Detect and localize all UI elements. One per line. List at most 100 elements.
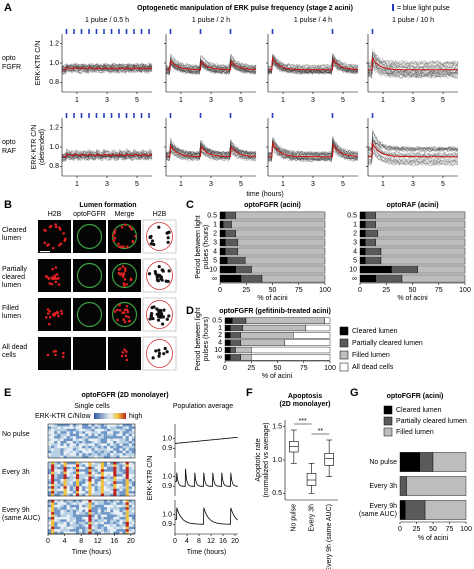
nucleus-mask <box>160 268 165 272</box>
y-axis-label: (detrended) <box>39 129 46 165</box>
heatmap-cell <box>128 493 133 497</box>
y-tick-label: 1 <box>218 325 222 332</box>
heatmap-cell <box>69 493 74 497</box>
y-tick-label: 0.8 <box>49 79 59 86</box>
heatmap-cell <box>72 526 77 530</box>
row-label: lumen <box>2 235 21 242</box>
heatmap-cell <box>88 486 92 489</box>
heatmap-cell <box>85 455 89 459</box>
heatmap-cell <box>119 448 123 451</box>
heatmap-cell <box>103 438 108 442</box>
light-pulse <box>65 29 68 34</box>
segmentation-outline <box>146 261 173 290</box>
heatmap-cell <box>116 517 120 520</box>
nucleus <box>123 311 126 314</box>
scale-label: ERK-KTR C/N <box>35 413 80 420</box>
bar-segment <box>219 256 228 265</box>
heatmap-cell <box>51 455 55 459</box>
heatmap-cell <box>79 502 83 506</box>
heatmap-cell <box>125 469 129 472</box>
heatmap-cell <box>48 426 52 430</box>
light-pulse <box>80 29 83 34</box>
heatmap-cell <box>110 445 114 449</box>
heatmap-cell <box>54 526 58 530</box>
mean-trace <box>62 153 153 158</box>
heatmap-cell <box>103 517 108 520</box>
cell-trace <box>267 138 359 156</box>
heatmap-cell <box>113 471 117 475</box>
heatmap-cell <box>60 512 64 515</box>
heatmap-cell <box>107 486 111 489</box>
heatmap-cell <box>69 448 74 451</box>
heatmap-cell <box>97 524 102 527</box>
heatmap-cell <box>57 428 61 432</box>
heatmap-cell <box>97 491 102 494</box>
heatmap-cell <box>131 438 136 442</box>
bar-segment <box>432 452 467 472</box>
heatmap-cell <box>119 479 123 482</box>
heatmap-cell <box>51 471 55 475</box>
nucleus <box>113 231 117 235</box>
nucleus-mask <box>166 240 170 244</box>
heatmap-cell <box>82 488 86 492</box>
nucleus <box>124 314 128 318</box>
chart-title: optoFGFR (gefitinib-treated acini) <box>219 308 331 315</box>
light-pulse <box>199 113 202 118</box>
light-pulse <box>331 113 334 118</box>
y-tick-label: 4 <box>353 248 357 255</box>
heatmap-cell <box>107 455 111 459</box>
nucleus-mask <box>152 242 156 247</box>
bar-segment <box>224 346 231 354</box>
nucleus <box>44 229 47 232</box>
heatmap-cell <box>119 424 123 427</box>
heatmap-cell <box>107 464 111 468</box>
heatmap-cell <box>110 438 114 442</box>
cell-trace <box>61 62 153 69</box>
heatmap-cell <box>72 483 77 487</box>
nucleus <box>52 246 55 250</box>
heatmap-cell <box>97 502 102 506</box>
heatmap-cell <box>48 469 52 472</box>
y-tick-label: ∞ <box>352 275 357 282</box>
micrograph <box>73 337 106 370</box>
bar-segment <box>224 324 231 332</box>
bar-segment <box>251 346 331 354</box>
heatmap-cell <box>125 424 129 427</box>
heatmap-cell <box>63 507 67 510</box>
heatmap-cell <box>82 517 86 520</box>
heatmap-cell <box>72 445 77 449</box>
heatmap-cell <box>79 524 83 527</box>
heatmap-cell <box>79 507 83 510</box>
heatmap-cell <box>57 426 61 430</box>
heatmap-cell <box>100 462 105 465</box>
y-axis-label: Period between light <box>195 307 202 370</box>
heatmap-cell <box>119 466 123 470</box>
panel-letter: D <box>186 305 194 317</box>
heatmap-cell <box>79 464 83 468</box>
panel-title: Apoptosis <box>288 393 322 400</box>
heatmap-cell <box>110 500 114 503</box>
heatmap-cell <box>51 462 55 465</box>
heatmap-cell <box>85 488 89 492</box>
heatmap-cell <box>54 479 58 482</box>
heatmap-cell <box>79 462 83 465</box>
heatmap-cell <box>85 531 89 535</box>
heatmap-cell <box>107 448 111 451</box>
nucleus <box>53 277 57 280</box>
heatmap-cell <box>125 474 129 477</box>
x-tick-label: 25 <box>242 287 250 294</box>
heatmap-cell <box>79 519 83 523</box>
heatmap-cell <box>72 500 77 503</box>
heatmap-cell <box>57 450 61 454</box>
heatmap-cell <box>131 474 136 477</box>
heatmap-cell <box>119 529 123 532</box>
heatmap-cell <box>131 526 136 530</box>
heatmap-cell <box>88 441 92 444</box>
heatmap-cell <box>69 424 74 427</box>
heatmap-cell <box>69 519 74 523</box>
heatmap-cell <box>82 524 86 527</box>
heatmap-cell <box>107 426 111 430</box>
heatmap-cell <box>94 443 98 447</box>
panel-letter: E <box>4 387 11 399</box>
